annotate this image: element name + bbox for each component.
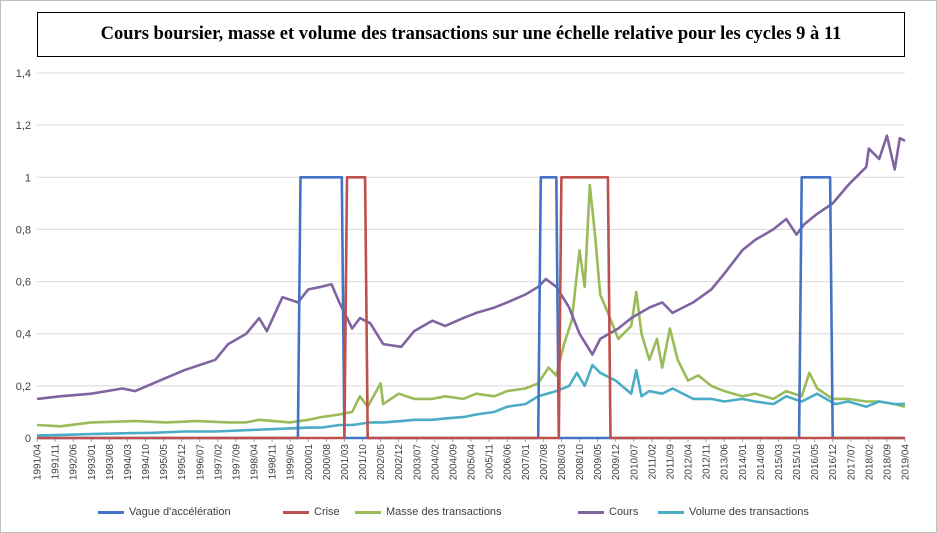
y-tick-label: 1,4 bbox=[16, 68, 31, 80]
x-tick-label: 2003/07 bbox=[412, 444, 423, 481]
x-tick-label: 1997/09 bbox=[231, 444, 242, 481]
x-tick-label: 1999/06 bbox=[286, 444, 297, 481]
legend-item: Cours bbox=[578, 506, 638, 518]
legend-item: Vague d'accélération bbox=[98, 506, 231, 518]
legend: Vague d'accélération Crise Masse des trans… bbox=[0, 506, 937, 528]
x-tick-label: 2000/01 bbox=[304, 444, 315, 481]
x-tick-label: 1991/04 bbox=[33, 444, 44, 481]
y-tick-label: 0 bbox=[25, 433, 31, 445]
x-tick-label: 2009/12 bbox=[611, 444, 622, 481]
x-tick-label: 2016/12 bbox=[828, 444, 839, 481]
x-tick-label: 2016/05 bbox=[810, 444, 821, 481]
x-tick-label: 2010/07 bbox=[629, 444, 640, 481]
x-tick-label: 2013/06 bbox=[720, 444, 731, 481]
x-tick-label: 2018/02 bbox=[864, 444, 875, 481]
x-tick-label: 2012/04 bbox=[684, 444, 695, 481]
x-tick-label: 1993/08 bbox=[105, 444, 116, 481]
x-tick-label: 1995/12 bbox=[177, 444, 188, 481]
x-tick-label: 2005/11 bbox=[485, 444, 496, 480]
x-tick-label: 2005/04 bbox=[467, 444, 478, 481]
y-tick-label: 0,8 bbox=[16, 224, 31, 236]
x-tick-label: 2004/09 bbox=[448, 444, 459, 481]
legend-label: Cours bbox=[609, 506, 639, 518]
x-tick-label: 2001/10 bbox=[358, 444, 369, 481]
x-tick-label: 2018/09 bbox=[882, 444, 893, 481]
x-tick-label: 2001/03 bbox=[340, 444, 351, 481]
x-tick-label: 2017/07 bbox=[846, 444, 857, 481]
legend-swatch bbox=[355, 510, 381, 514]
x-tick-label: 2002/12 bbox=[394, 444, 405, 481]
legend-item: Masse des transactions bbox=[355, 506, 502, 518]
series-line-1 bbox=[37, 176, 905, 440]
x-axis-ticks: 1991/04 1991/11 1992/06 1993/01 1993/08 1994/… bbox=[33, 438, 912, 480]
legend-swatch bbox=[283, 510, 309, 514]
x-tick-label: 2008/10 bbox=[575, 444, 586, 481]
x-tick-label: 1994/03 bbox=[123, 444, 134, 481]
legend-item: Volume des transactions bbox=[658, 506, 809, 518]
legend-swatch bbox=[98, 510, 124, 514]
series-line-2 bbox=[36, 183, 906, 428]
y-axis-ticks: 0 0,2 0,4 0,6 0,8 1 1,2 1,4 bbox=[16, 68, 31, 445]
legend-label: Crise bbox=[314, 506, 340, 518]
legend-label: Volume des transactions bbox=[689, 506, 809, 518]
legend-swatch bbox=[658, 510, 684, 514]
x-tick-label: 2014/01 bbox=[738, 444, 749, 481]
x-tick-label: 1991/11 bbox=[51, 444, 62, 480]
y-tick-label: 0,6 bbox=[16, 277, 31, 289]
chart-title: Cours boursier, masse et volume des tran… bbox=[37, 12, 905, 57]
x-tick-label: 1998/04 bbox=[250, 444, 261, 481]
x-tick-label: 2011/02 bbox=[647, 444, 658, 480]
y-tick-label: 1 bbox=[25, 172, 31, 184]
y-tick-label: 0,2 bbox=[16, 381, 31, 393]
x-tick-label: 2002/05 bbox=[376, 444, 387, 481]
x-tick-label: 2015/03 bbox=[774, 444, 785, 481]
x-tick-label: 1996/07 bbox=[195, 444, 206, 481]
x-tick-label: 2004/02 bbox=[430, 444, 441, 481]
x-tick-label: 2007/08 bbox=[539, 444, 550, 481]
gridlines bbox=[37, 72, 905, 439]
line-chart: 0 0,2 0,4 0,6 0,8 1 1,2 1,4 1991/04 1991/11 1992/… bbox=[16, 68, 912, 480]
legend-label: Masse des transactions bbox=[386, 506, 502, 518]
series-line-4 bbox=[36, 363, 905, 437]
x-tick-label: 1994/10 bbox=[141, 444, 152, 481]
x-tick-label: 2015/10 bbox=[792, 444, 803, 481]
x-tick-label: 2014/08 bbox=[756, 444, 767, 481]
x-tick-label: 2012/11 bbox=[702, 444, 713, 480]
x-tick-label: 2000/08 bbox=[322, 444, 333, 481]
x-tick-label: 2006/06 bbox=[503, 444, 514, 481]
x-tick-label: 1992/06 bbox=[69, 444, 80, 481]
legend-swatch bbox=[578, 510, 604, 514]
x-tick-label: 1998/11 bbox=[268, 444, 279, 480]
legend-label: Vague d'accélération bbox=[129, 506, 231, 518]
x-tick-label: 2008/03 bbox=[557, 444, 568, 481]
x-tick-label: 1993/01 bbox=[87, 444, 98, 481]
x-tick-label: 2019/04 bbox=[901, 444, 912, 481]
x-tick-label: 1997/02 bbox=[213, 444, 224, 481]
x-tick-label: 1995/05 bbox=[159, 444, 170, 481]
series-line-3 bbox=[36, 134, 906, 401]
y-tick-label: 1,2 bbox=[16, 120, 31, 132]
series-line-0 bbox=[37, 176, 905, 440]
x-tick-label: 2009/05 bbox=[593, 444, 604, 481]
y-tick-label: 0,4 bbox=[16, 329, 31, 341]
x-tick-label: 2011/09 bbox=[665, 444, 676, 480]
x-tick-label: 2007/01 bbox=[521, 444, 532, 481]
series-lines bbox=[36, 134, 906, 440]
legend-item: Crise bbox=[283, 506, 340, 518]
